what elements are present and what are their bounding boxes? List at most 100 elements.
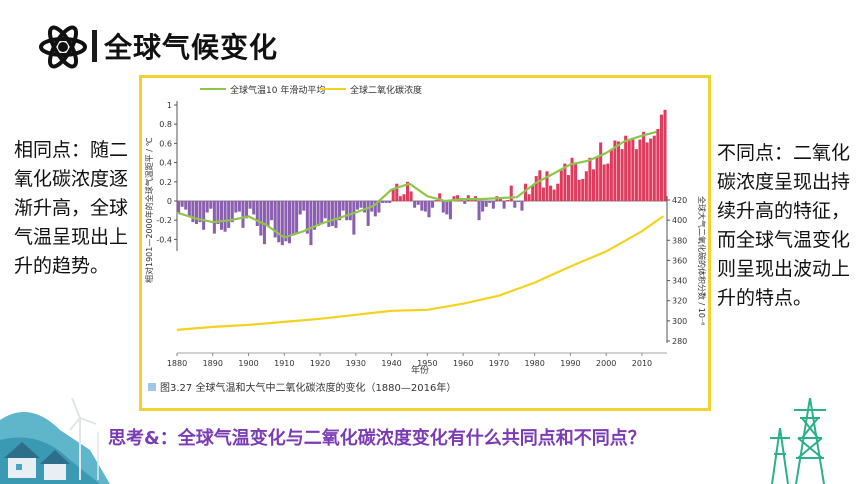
anomaly-bar: [295, 201, 299, 234]
x-tick-label: 1910: [274, 359, 294, 368]
anomaly-bar: [334, 201, 338, 228]
anomaly-bar: [252, 201, 256, 215]
anomaly-bar: [373, 201, 377, 217]
y-left-tick-label: -0.2: [156, 216, 172, 225]
anomaly-bar: [659, 114, 663, 201]
anomaly-bar: [520, 201, 524, 211]
chart-caption: 图3.27 全球气温和大气中二氧化碳浓度的变化（1880—2016年）: [160, 381, 456, 394]
anomaly-bar: [509, 185, 513, 201]
chart-frame: 全球气温10 年滑动平均 全球二氧化碳浓度 相对1901—2000年的全球气温距…: [139, 75, 711, 411]
anomaly-bar: [456, 195, 460, 201]
y-right-tick-label: 400: [672, 216, 687, 225]
anomaly-bar: [620, 149, 624, 201]
title-accent-bar: [92, 30, 97, 62]
y-left-tick-label: 0.2: [159, 178, 172, 187]
anomaly-bar: [416, 201, 420, 205]
x-tick-label: 1970: [489, 359, 509, 368]
anomaly-bar: [402, 194, 406, 201]
anomaly-bar: [556, 183, 560, 201]
anomaly-bar: [538, 170, 542, 201]
x-axis-label: 年份: [411, 364, 429, 376]
anomaly-bar: [287, 201, 291, 244]
y-axis-right-label: 全球大气二氧化碳的体积分数 / 10⁻⁶: [697, 196, 707, 325]
anomaly-bar: [652, 135, 656, 201]
anomaly-bar: [413, 201, 417, 208]
x-tick-label: 1890: [203, 359, 223, 368]
anomaly-bar: [617, 141, 621, 201]
anomaly-bar: [241, 201, 245, 228]
anomaly-bar: [506, 200, 510, 201]
anomaly-bar: [309, 201, 313, 246]
anomaly-bar: [491, 201, 495, 209]
anomaly-bar: [305, 201, 309, 234]
anomaly-bar: [391, 189, 395, 201]
anomaly-bar: [649, 138, 653, 201]
anomaly-bar: [448, 201, 452, 220]
co2-concentration-line: [176, 215, 665, 331]
anomaly-bar: [198, 201, 202, 223]
y-right-tick-label: 280: [672, 337, 687, 346]
chart-legend: 全球气温10 年滑动平均 全球二氧化碳浓度: [200, 84, 422, 96]
anomaly-bar: [205, 201, 209, 213]
y-left-tick-label: 0.4: [159, 159, 172, 168]
anomaly-bar: [377, 201, 381, 213]
anomaly-bar: [384, 201, 388, 203]
anomaly-bar: [441, 201, 445, 213]
anomaly-bar: [445, 201, 449, 215]
climate-chart: 全球气温10 年滑动平均 全球二氧化碳浓度 相对1901—2000年的全球气温距…: [144, 84, 707, 394]
anomaly-bar: [202, 201, 206, 230]
anomaly-bar: [405, 181, 410, 201]
y-right-tick-label: 420: [672, 196, 687, 205]
anomaly-bar: [427, 201, 431, 218]
anomaly-bar: [262, 201, 266, 245]
anomaly-bar: [516, 201, 520, 202]
anomaly-bar: [380, 201, 384, 203]
anomaly-bar: [595, 156, 599, 201]
anomaly-bar: [366, 201, 370, 226]
anomaly-bar: [327, 201, 331, 227]
anomaly-bar: [631, 137, 635, 201]
anomaly-bar: [574, 162, 578, 201]
anomaly-bar: [230, 201, 234, 223]
anomaly-bar: [438, 193, 442, 201]
y-right-tick-label: 380: [672, 236, 687, 245]
anomaly-bar: [219, 201, 224, 230]
anomaly-bar: [184, 201, 188, 210]
anomaly-bar: [395, 183, 399, 201]
anomaly-bar: [284, 201, 288, 242]
anomaly-bar: [187, 201, 191, 217]
anomaly-bar: [498, 198, 503, 201]
anomaly-bar: [566, 175, 570, 201]
anomaly-bar: [563, 163, 567, 201]
slide-title: 全球气候变化: [104, 31, 279, 64]
anomaly-bar: [606, 163, 610, 201]
anomaly-bar: [177, 201, 181, 213]
anomaly-bar: [355, 201, 359, 210]
anomaly-bar: [488, 201, 492, 203]
anomaly-bar: [463, 201, 467, 204]
anomaly-bar: [570, 157, 574, 201]
similarity-text: 相同点：随二氧化碳浓度逐渐升高，全球气温呈现出上升的趋势。: [14, 139, 129, 277]
anomaly-bar: [420, 201, 424, 211]
anomaly-bar: [320, 201, 324, 225]
anomaly-bar: [398, 196, 402, 201]
anomaly-bar: [431, 201, 435, 208]
discussion-question: 思考&：全球气温变化与二氧化碳浓度变化有什么共同点和不同点？: [108, 428, 646, 449]
x-tick-label: 1930: [346, 359, 366, 368]
anomaly-bar: [298, 201, 302, 215]
anomaly-bar: [266, 201, 270, 226]
anomaly-bar: [245, 201, 249, 219]
caption-marker-icon: [148, 383, 156, 391]
anomaly-bar: [338, 201, 342, 221]
anomaly-bar: [259, 201, 263, 236]
y-left-tick-label: -0.4: [156, 235, 172, 244]
anomaly-bar: [180, 201, 184, 207]
house-windmill-decoration-icon: [0, 397, 110, 484]
x-tick-label: 1900: [238, 359, 258, 368]
anomaly-bar: [599, 142, 603, 201]
anomaly-bar: [363, 201, 367, 213]
anomaly-bar: [577, 179, 581, 201]
x-tick-label: 1920: [310, 359, 330, 368]
anomaly-bar: [581, 178, 585, 201]
anomaly-bar: [323, 201, 327, 219]
